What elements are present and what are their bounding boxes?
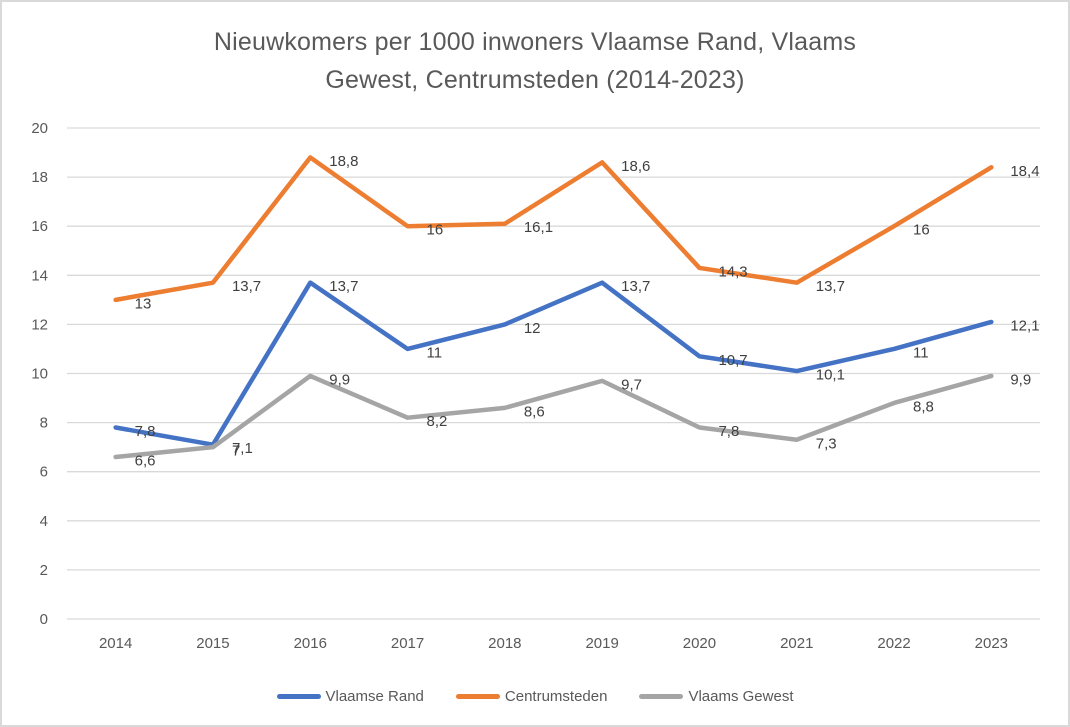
data-label-vlaamse-rand: 12 bbox=[524, 320, 541, 337]
data-label-vlaamse-rand: 12,1 bbox=[1010, 317, 1039, 334]
data-label-vlaamse-rand: 7,1 bbox=[232, 440, 253, 457]
x-tick-label: 2018 bbox=[488, 635, 521, 652]
data-label-centrumsteden: 16 bbox=[427, 222, 444, 239]
y-tick-label: 2 bbox=[40, 562, 48, 579]
series-line-vlaamse-rand bbox=[113, 280, 994, 447]
data-label-vlaamse-rand: 13,7 bbox=[621, 278, 650, 295]
y-tick-label: 14 bbox=[31, 267, 48, 284]
chart-title: Nieuwkomers per 1000 inwoners Vlaamse Ra… bbox=[2, 23, 1068, 99]
legend-line-swatch-centrumsteden bbox=[455, 694, 500, 699]
y-tick-label: 6 bbox=[40, 464, 48, 481]
x-tick-label: 2019 bbox=[585, 635, 618, 652]
data-label-vlaams-gewest: 8,6 bbox=[524, 403, 545, 420]
data-label-centrumsteden: 13 bbox=[135, 295, 152, 312]
x-tick-label: 2020 bbox=[683, 635, 716, 652]
data-label-vlaams-gewest: 7,3 bbox=[816, 435, 837, 452]
data-label-centrumsteden: 18,4 bbox=[1010, 163, 1039, 180]
data-label-vlaams-gewest: 9,9 bbox=[329, 371, 350, 388]
x-tick-label: 2021 bbox=[780, 635, 813, 652]
y-tick-label: 20 bbox=[31, 120, 48, 137]
x-tick-label: 2016 bbox=[294, 635, 327, 652]
legend-line-swatch-vlaamse-rand bbox=[276, 694, 321, 699]
data-label-vlaams-gewest: 8,2 bbox=[427, 413, 448, 430]
data-label-vlaamse-rand: 7,8 bbox=[135, 423, 156, 440]
data-label-centrumsteden: 14,3 bbox=[718, 263, 747, 280]
data-label-vlaams-gewest: 7,8 bbox=[718, 423, 739, 440]
data-label-centrumsteden: 16,1 bbox=[524, 219, 553, 236]
x-tick-label: 2017 bbox=[391, 635, 424, 652]
data-label-vlaams-gewest: 9,7 bbox=[621, 376, 642, 393]
data-label-centrumsteden: 18,8 bbox=[329, 153, 358, 170]
legend-item-vlaams-gewest: Vlaams Gewest bbox=[639, 688, 794, 705]
data-label-vlaamse-rand: 11 bbox=[913, 344, 929, 361]
x-tick-label: 2022 bbox=[877, 635, 910, 652]
legend-line-swatch-vlaams-gewest bbox=[639, 694, 684, 699]
series-line-vlaams-gewest bbox=[113, 373, 994, 460]
data-label-vlaams-gewest: 7 bbox=[232, 443, 240, 460]
y-tick-label: 8 bbox=[40, 415, 48, 432]
series-line-centrumsteden bbox=[113, 155, 994, 303]
legend-item-vlaamse-rand: Vlaamse Rand bbox=[276, 688, 424, 705]
legend-item-centrumsteden: Centrumsteden bbox=[455, 688, 608, 705]
chart-title-line-1: Nieuwkomers per 1000 inwoners Vlaamse Ra… bbox=[213, 28, 857, 56]
legend-label-centrumsteden: Centrumsteden bbox=[504, 688, 608, 705]
x-tick-label: 2014 bbox=[99, 635, 132, 652]
data-label-vlaamse-rand: 11 bbox=[427, 344, 443, 361]
chart-legend: Vlaamse Rand Centrumsteden Vlaams Gewest bbox=[2, 688, 1068, 705]
data-label-centrumsteden: 16 bbox=[913, 222, 930, 239]
legend-label-vlaamse-rand: Vlaamse Rand bbox=[325, 688, 424, 705]
y-tick-label: 16 bbox=[31, 218, 48, 235]
data-label-vlaamse-rand: 10,1 bbox=[816, 367, 845, 384]
x-tick-label: 2015 bbox=[196, 635, 229, 652]
y-tick-label: 18 bbox=[31, 169, 48, 186]
data-label-vlaams-gewest: 8,8 bbox=[913, 398, 934, 415]
legend-label-vlaams-gewest: Vlaams Gewest bbox=[688, 688, 794, 705]
chart-title-line-2: Gewest, Centrumsteden (2014-2023) bbox=[325, 66, 745, 94]
y-tick-label: 0 bbox=[40, 611, 48, 628]
x-tick-label: 2023 bbox=[975, 635, 1008, 652]
data-label-centrumsteden: 13,7 bbox=[232, 278, 261, 295]
data-label-vlaams-gewest: 6,6 bbox=[135, 452, 156, 469]
y-tick-label: 10 bbox=[31, 366, 48, 383]
data-label-vlaamse-rand: 10,7 bbox=[718, 352, 747, 369]
data-label-vlaams-gewest: 9,9 bbox=[1010, 371, 1031, 388]
data-label-vlaamse-rand: 13,7 bbox=[329, 278, 358, 295]
data-label-centrumsteden: 13,7 bbox=[816, 278, 845, 295]
data-label-centrumsteden: 18,6 bbox=[621, 158, 650, 175]
y-tick-label: 4 bbox=[40, 513, 48, 530]
y-tick-label: 12 bbox=[31, 316, 48, 333]
